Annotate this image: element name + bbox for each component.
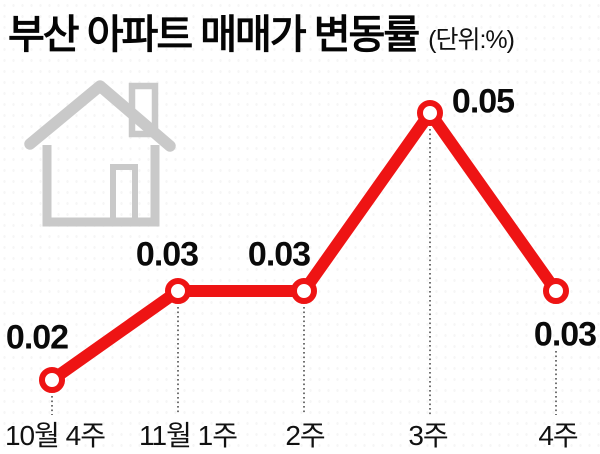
value-label-5: 0.03: [533, 315, 597, 354]
value-label-4: 0.05: [451, 82, 515, 121]
chart-header: 부산 아파트 매매가 변동률 (단위:%): [8, 2, 515, 60]
x-axis-label-3: 2주: [285, 420, 325, 451]
house-icon: [24, 80, 176, 227]
chart-title: 부산 아파트 매매가 변동률: [8, 13, 420, 57]
data-point-marker: [543, 278, 569, 304]
data-point-marker: [165, 278, 191, 304]
data-point-marker: [39, 367, 65, 393]
x-axis-label-4: 3주: [408, 420, 448, 451]
data-point-marker: [417, 100, 443, 126]
data-point-marker: [291, 278, 317, 304]
value-label-1: 0.02: [5, 318, 69, 357]
x-axis-label-2: 11월 1주: [139, 420, 238, 451]
unit-label: (단위:%): [428, 26, 515, 54]
x-axis-label-5: 4주: [538, 420, 578, 451]
x-axis-label-1: 10월 4주: [4, 420, 106, 451]
value-label-2: 0.03: [135, 235, 199, 274]
value-label-3: 0.03: [247, 235, 311, 274]
